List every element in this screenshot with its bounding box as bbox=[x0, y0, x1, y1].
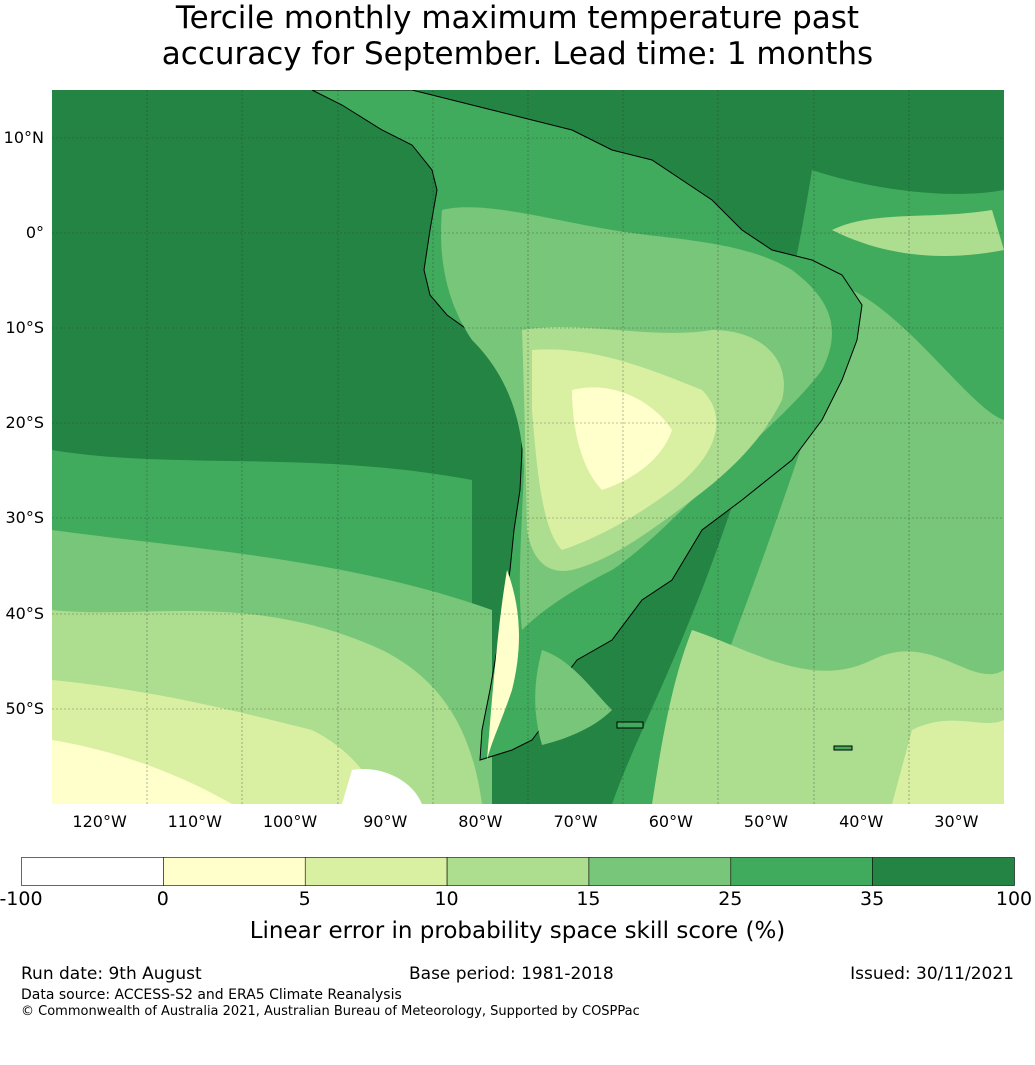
lon-label: 60°W bbox=[648, 812, 693, 831]
copyright: © Commonwealth of Australia 2021, Austra… bbox=[21, 1004, 640, 1019]
colorbar-tick: -100 bbox=[0, 888, 43, 910]
issued-date: Issued: 30/11/2021 bbox=[850, 964, 1014, 984]
map-title-line-2: accuracy for September. Lead time: 1 mon… bbox=[161, 36, 874, 72]
lon-label: 110°W bbox=[167, 812, 222, 831]
colorbar-segment bbox=[21, 857, 164, 886]
lat-label: 40°S bbox=[5, 603, 44, 623]
colorbar-tick: 5 bbox=[298, 888, 311, 910]
lon-label: 30°W bbox=[934, 812, 979, 831]
lon-label: 50°W bbox=[743, 812, 789, 831]
data-source: Data source: ACCESS-S2 and ERA5 Climate … bbox=[21, 987, 402, 1003]
run-date: Run date: 9th August bbox=[21, 964, 202, 984]
colorbar-segment bbox=[588, 857, 732, 886]
lon-label: 90°W bbox=[363, 812, 408, 831]
graticule bbox=[52, 90, 1004, 804]
lat-label: 50°S bbox=[5, 698, 44, 718]
colorbar-tick: 10 bbox=[434, 888, 459, 910]
colorbar-tick: 0 bbox=[156, 888, 169, 910]
base-period: Base period: 1981-2018 bbox=[409, 964, 614, 984]
lat-label: 10°N bbox=[3, 127, 44, 147]
lat-label: 20°S bbox=[5, 413, 44, 433]
colorbar-segment bbox=[446, 857, 590, 886]
colorbar-tick: 35 bbox=[860, 888, 885, 910]
skill-score-map bbox=[52, 90, 1004, 804]
colorbar-segment bbox=[163, 857, 306, 886]
colorbar-segment bbox=[730, 857, 873, 886]
lon-label: 120°W bbox=[72, 812, 127, 831]
colorbar-segment bbox=[872, 857, 1015, 886]
map-title-line-1: Tercile monthly maximum temperature past bbox=[175, 0, 860, 36]
lat-label: 10°S bbox=[5, 318, 44, 337]
lon-label: 70°W bbox=[553, 812, 598, 831]
lon-label: 40°W bbox=[839, 812, 884, 831]
colorbar-segment bbox=[304, 857, 448, 886]
lon-label: 100°W bbox=[262, 812, 318, 831]
colorbar-title: Linear error in probability space skill … bbox=[249, 918, 786, 944]
lat-label: 0° bbox=[25, 222, 44, 242]
colorbar bbox=[21, 857, 1015, 886]
lat-label: 30°S bbox=[5, 508, 44, 528]
colorbar-tick: 25 bbox=[718, 888, 743, 910]
colorbar-tick: 15 bbox=[576, 888, 601, 910]
colorbar-tick: 100 bbox=[995, 888, 1033, 910]
lon-label: 80°W bbox=[458, 812, 503, 831]
